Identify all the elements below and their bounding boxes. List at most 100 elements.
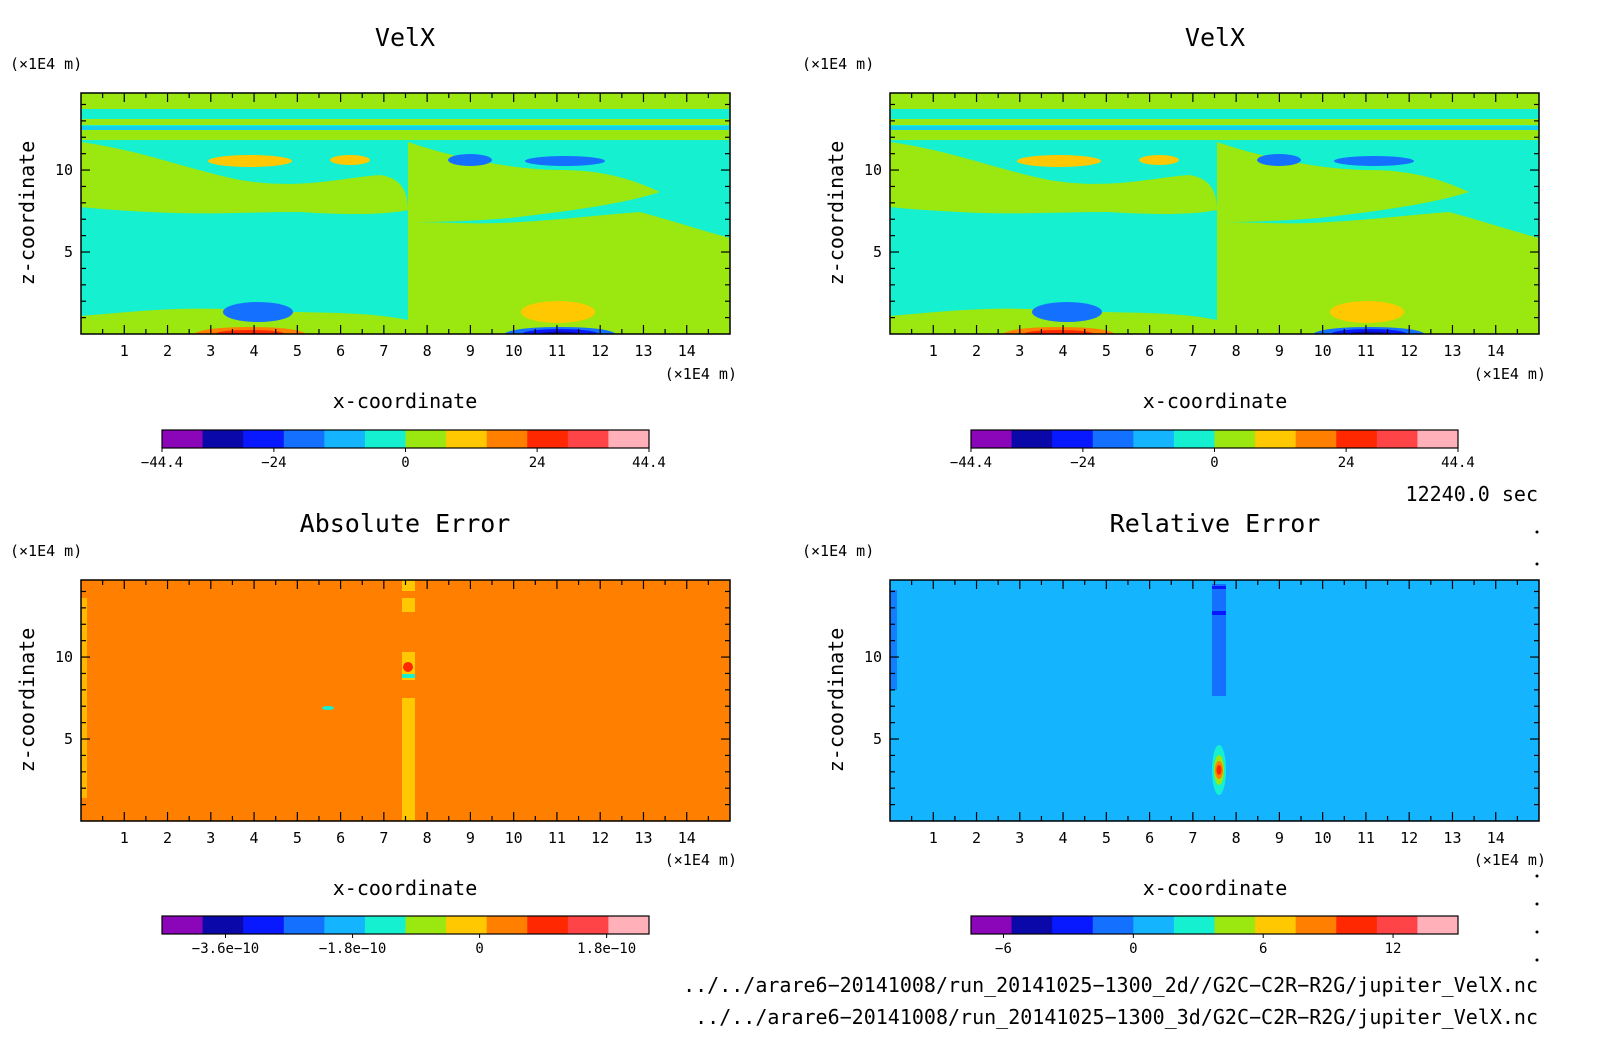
colorbar-swatch: [1173, 916, 1215, 934]
colorbar-swatch: [971, 916, 1013, 934]
x-tick-label: 3: [206, 829, 215, 847]
y-unit-label: (×1E4 m): [10, 542, 82, 560]
colorbar-swatch: [202, 916, 244, 934]
colorbar-swatch: [608, 430, 650, 448]
colorbar-swatch: [1011, 916, 1053, 934]
colorbar-swatch: [1133, 916, 1175, 934]
x-tick-label: 6: [1145, 829, 1154, 847]
x-tick-label: 14: [1487, 829, 1505, 847]
time-label: 12240.0 sec: [1406, 482, 1538, 506]
colorbar-swatch: [1417, 916, 1459, 934]
x-tick-label: 6: [336, 829, 345, 847]
colorbar-swatch: [567, 916, 609, 934]
x-tick-label: 11: [548, 829, 566, 847]
heatmap-field: [81, 93, 730, 334]
colorbar-swatch: [1295, 916, 1337, 934]
x-unit-label: (×1E4 m): [665, 365, 737, 383]
colorbar-swatch: [1255, 430, 1297, 448]
y-tick-label: 10: [55, 648, 73, 666]
x-unit-label: (×1E4 m): [1474, 851, 1546, 869]
y-axis-label: z-coordinate: [824, 141, 848, 286]
footer-file-2: ../../arare6−20141008/run_20141025−1300_…: [695, 1005, 1538, 1029]
x-axis-label: x-coordinate: [1143, 389, 1288, 413]
x-tick-label: 7: [1188, 342, 1197, 360]
colorbar-swatch: [1011, 430, 1053, 448]
colorbar-swatch: [243, 430, 285, 448]
colorbar-swatch: [527, 916, 569, 934]
colorbar-swatch: [324, 916, 366, 934]
colorbar-frame: [970, 915, 1459, 935]
x-unit-label: (×1E4 m): [665, 851, 737, 869]
y-tick-label: 5: [64, 243, 73, 261]
colorbar-swatch: [527, 430, 569, 448]
heatmap-field: [890, 93, 1539, 334]
x-tick-label: 14: [678, 342, 696, 360]
x-tick-label: 14: [1487, 342, 1505, 360]
colorbar-swatch: [324, 430, 366, 448]
colorbar-swatch: [283, 916, 325, 934]
x-tick-label: 2: [163, 342, 172, 360]
x-tick-label: 6: [1145, 342, 1154, 360]
panel-title: Absolute Error: [300, 509, 511, 538]
x-tick-label: 12: [1400, 829, 1418, 847]
x-axis-label: x-coordinate: [333, 876, 478, 900]
colorbar-tick-label: 44.4: [1441, 455, 1475, 471]
x-tick-label: 4: [1059, 342, 1068, 360]
colorbar-swatch: [1133, 430, 1175, 448]
colorbar-swatch: [1052, 430, 1094, 448]
panel-velx-right: VelX (×1E4 m) z-coordinate: [802, 23, 1546, 471]
colorbar-swatch: [446, 916, 488, 934]
colorbar-swatch: [202, 430, 244, 448]
x-tick-label: 8: [1232, 829, 1241, 847]
x-tick-label: 11: [1357, 829, 1375, 847]
x-tick-label: 3: [206, 342, 215, 360]
x-tick-label: 5: [1102, 342, 1111, 360]
colorbar-tick-label: −1.8e−10: [319, 941, 386, 957]
x-tick-label: 9: [466, 342, 475, 360]
x-tick-label: 4: [1059, 829, 1068, 847]
x-tick-label: 1: [120, 829, 129, 847]
y-axis-label: z-coordinate: [824, 628, 848, 773]
colorbar-swatch: [162, 916, 204, 934]
colorbar-swatch: [283, 430, 325, 448]
colorbar-swatch: [1092, 430, 1134, 448]
colorbar-tick-label: −24: [1070, 455, 1095, 471]
x-tick-label: 13: [634, 342, 652, 360]
colorbar-swatch: [1376, 916, 1418, 934]
panel-title: Relative Error: [1110, 509, 1321, 538]
colorbar-swatch: [1255, 916, 1297, 934]
y-tick-label: 10: [864, 648, 882, 666]
x-axis-label: x-coordinate: [1143, 876, 1288, 900]
colorbar-swatch: [486, 916, 528, 934]
panel-title: VelX: [1185, 23, 1245, 52]
colorbar-swatch: [364, 430, 406, 448]
colorbar-swatch: [1417, 430, 1459, 448]
x-tick-label: 1: [120, 342, 129, 360]
x-tick-label: 12: [1400, 342, 1418, 360]
x-tick-label: 1: [929, 829, 938, 847]
x-unit-label: (×1E4 m): [1474, 365, 1546, 383]
x-tick-label: 13: [1443, 829, 1461, 847]
x-tick-label: 2: [972, 342, 981, 360]
x-tick-label: 3: [1015, 829, 1024, 847]
y-tick-label: 5: [64, 730, 73, 748]
colorbar-tick-label: 1.8e−10: [577, 941, 636, 957]
colorbar-swatch: [1173, 430, 1215, 448]
colorbar-swatch: [243, 916, 285, 934]
x-tick-label: 3: [1015, 342, 1024, 360]
x-tick-label: 13: [1443, 342, 1461, 360]
x-tick-label: 14: [678, 829, 696, 847]
heatmap-field: [890, 580, 1539, 821]
panel-title: VelX: [375, 23, 435, 52]
y-unit-label: (×1E4 m): [10, 55, 82, 73]
x-tick-label: 4: [250, 342, 259, 360]
x-tick-label: 11: [1357, 342, 1375, 360]
colorbar-swatch: [1295, 430, 1337, 448]
colorbar-swatch: [1092, 916, 1134, 934]
colorbar-swatch: [567, 430, 609, 448]
x-tick-label: 11: [548, 342, 566, 360]
x-tick-label: 10: [505, 829, 523, 847]
x-tick-label: 8: [423, 342, 432, 360]
y-axis-label: z-coordinate: [15, 628, 39, 773]
